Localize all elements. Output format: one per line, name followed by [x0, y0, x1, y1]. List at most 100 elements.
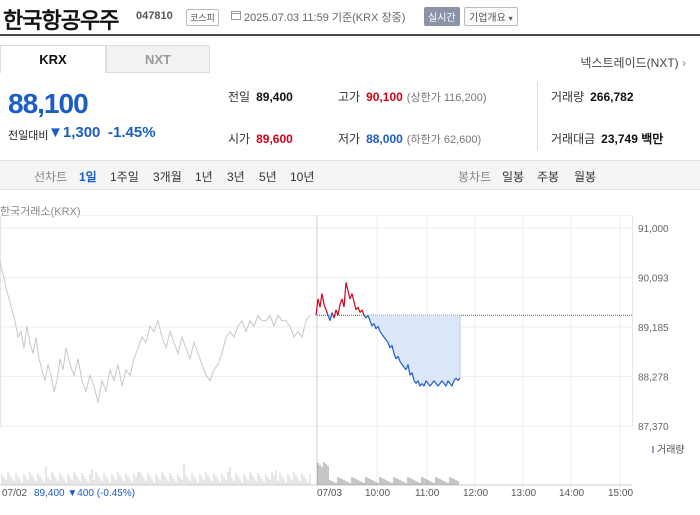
- series-segment-today: [425, 380, 429, 384]
- upper-limit: (상한가 116,200): [406, 92, 487, 104]
- y-tick-label: 88,278: [638, 373, 669, 384]
- change-percent: -1.45%: [108, 124, 156, 141]
- quote-open: 시가 89,600: [228, 130, 293, 147]
- period-1w[interactable]: 1주일: [110, 170, 139, 184]
- series-segment-today: [457, 377, 461, 382]
- quote-prev-label: 전일: [228, 90, 251, 104]
- stock-header: 한국항공우주 047810 코스피 2025.07.03 11:59 기준(KR…: [0, 0, 700, 36]
- series-segment-today: [369, 320, 373, 327]
- series-segment-today: [319, 293, 323, 308]
- series-segment-today: [437, 383, 441, 387]
- series-segment-today: [357, 306, 361, 313]
- chevron-down-icon: ▾: [508, 14, 513, 23]
- period-5y[interactable]: 5년: [259, 170, 277, 184]
- quote-prev-value: 89,400: [256, 90, 293, 104]
- quote-amount-label: 거래대금: [551, 132, 596, 146]
- series-segment-today: [325, 309, 329, 316]
- series-segment-today: [329, 312, 333, 321]
- quote-amount-value: 23,749 백만: [601, 132, 664, 146]
- chevron-right-icon: ›: [682, 56, 686, 70]
- series-segment-today: [315, 298, 319, 316]
- volume-legend-label: 거래량: [657, 444, 685, 456]
- x-tick-label: 15:00: [608, 488, 633, 499]
- change-value: ▼1,300: [48, 124, 101, 141]
- series-segment-today: [323, 304, 327, 311]
- series-segment-today: [379, 331, 383, 335]
- quote-low-value: 88,000: [366, 132, 403, 146]
- candle-daily[interactable]: 일봉: [502, 170, 525, 184]
- x-tick-label: 12:00: [463, 488, 488, 499]
- volume-legend-swatch: [652, 446, 654, 453]
- series-segment-today: [433, 380, 437, 384]
- company-overview-button[interactable]: 기업개요 ▾: [464, 7, 518, 26]
- price-chart[interactable]: 91,000 90,093 89,185 88,278 87,370 07/03 10:00…: [0, 215, 700, 515]
- x-tick-label: 11:00: [415, 488, 440, 499]
- series-area-down: [316, 315, 460, 387]
- x-tick-label: 14:00: [559, 488, 584, 499]
- period-1d[interactable]: 1일: [79, 170, 97, 184]
- lower-limit: (하한가 62,600): [406, 134, 482, 146]
- quote-open-value: 89,600: [256, 132, 293, 146]
- tab-nxt[interactable]: NXT: [106, 45, 210, 73]
- change-label: 전일대비: [8, 130, 49, 142]
- quote-high-value: 90,100: [366, 90, 403, 104]
- period-1y[interactable]: 1년: [195, 170, 213, 184]
- series-line-prev-day: [0, 260, 311, 403]
- line-chart-label: 선차트: [34, 170, 68, 184]
- period-3y[interactable]: 3년: [227, 170, 245, 184]
- series-segment-today: [321, 293, 325, 305]
- series-segment-today: [447, 380, 451, 384]
- series-segment-today: [423, 380, 427, 387]
- volume-bars: [1, 462, 459, 485]
- period-10y[interactable]: 10년: [290, 170, 315, 184]
- series-segment-today: [401, 364, 405, 368]
- quote-low: 저가 88,000 (하한가 62,600): [338, 130, 481, 147]
- series-segment-today: [377, 325, 381, 332]
- nxt-link-label: 넥스트레이드(NXT): [580, 56, 679, 70]
- market-badge: 코스피: [186, 9, 219, 26]
- candle-monthly[interactable]: 월봉: [574, 170, 597, 184]
- tab-krx[interactable]: KRX: [0, 45, 106, 73]
- company-overview-label: 기업개요: [469, 13, 506, 24]
- y-tick-label: 87,370: [638, 422, 669, 433]
- quote-open-label: 시가: [228, 132, 251, 146]
- series-segment-today: [367, 315, 371, 321]
- period-bar: 선차트 1일 1주일 3개월 1년 3년 5년 10년 봉차트 일봉 주봉 월봉: [0, 160, 700, 190]
- quote-prev: 전일 89,400: [228, 88, 293, 105]
- quote-high-label: 고가: [338, 90, 361, 104]
- series-segment-today: [407, 364, 411, 376]
- prev-day-date: 07/02: [2, 488, 27, 499]
- quote-divider: [537, 82, 538, 150]
- series-segment-today: [391, 345, 395, 354]
- candle-chart-label: 봉차트: [458, 170, 492, 184]
- calendar-icon: [231, 11, 241, 20]
- series-segment-today: [451, 380, 455, 387]
- series-segment-today: [399, 361, 403, 365]
- series-segment-today: [397, 355, 401, 362]
- realtime-badge: 실시간: [424, 7, 460, 26]
- stock-code: 047810: [136, 10, 173, 22]
- series-segment-today: [337, 304, 341, 316]
- series-segment-today: [353, 301, 357, 310]
- series-segment-today: [393, 353, 397, 360]
- series-segment-today: [333, 309, 337, 319]
- series-segment-today: [387, 342, 391, 349]
- period-3m[interactable]: 3개월: [153, 170, 182, 184]
- series-segment-today: [429, 383, 433, 387]
- stock-name: 한국항공우주: [3, 8, 119, 33]
- series-segment-today: [385, 339, 389, 343]
- series-segment-today: [383, 336, 387, 341]
- timestamp: 2025.07.03 11:59 기준(KRX 장중): [244, 12, 406, 24]
- nxt-link[interactable]: 넥스트레이드(NXT) ›: [580, 54, 686, 71]
- quote-amount: 거래대금 23,749 백만: [551, 130, 663, 147]
- series-segment-today: [361, 309, 365, 316]
- candle-weekly[interactable]: 주봉: [537, 170, 560, 184]
- quote-volume-label: 거래량: [551, 90, 585, 104]
- y-tick-label: 91,000: [638, 224, 669, 235]
- series-segment-today: [343, 282, 347, 308]
- series-segment-today: [351, 293, 355, 302]
- x-tick-label: 10:00: [365, 488, 390, 499]
- series-segment-today: [417, 380, 421, 387]
- series-segment-today: [373, 323, 377, 330]
- series-segment-today: [381, 334, 385, 338]
